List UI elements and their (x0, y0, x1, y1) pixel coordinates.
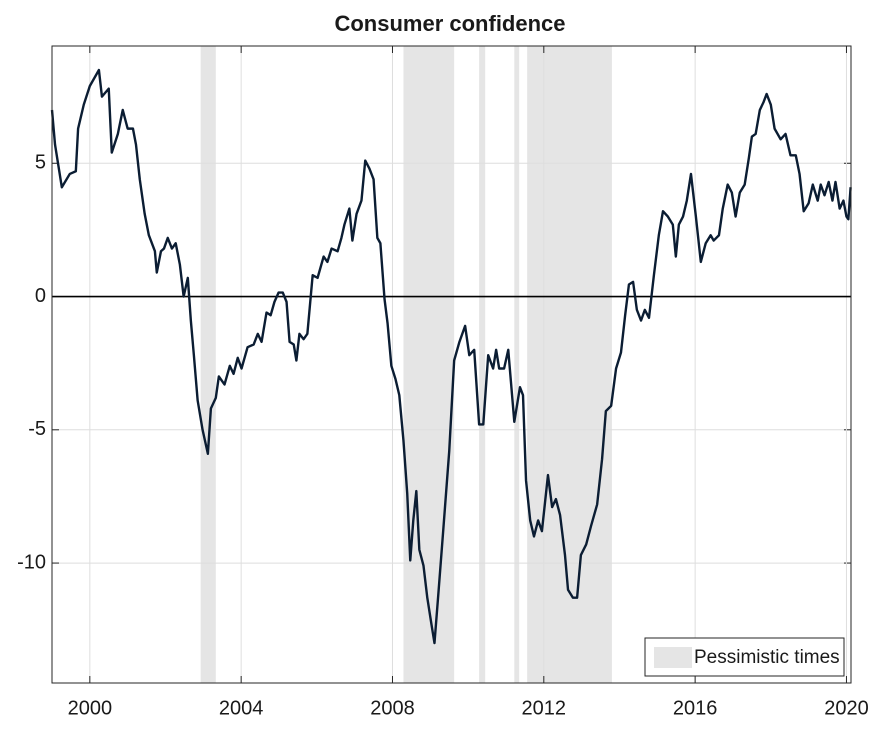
chart-title: Consumer confidence (334, 11, 565, 36)
shaded-region (200, 46, 216, 683)
series-line (50, 68, 852, 645)
x-tick-label: 2016 (673, 697, 718, 719)
shaded-region (403, 46, 455, 683)
x-tick-label: 2004 (219, 697, 264, 719)
y-tick-label: -5 (28, 418, 46, 440)
x-tick-label: 2000 (68, 697, 113, 719)
y-tick-label: 5 (35, 152, 46, 174)
legend-swatch (654, 647, 692, 668)
x-tick-label: 2020 (824, 697, 869, 719)
legend-label: Pessimistic times (694, 647, 840, 668)
x-tick-label: 2012 (522, 697, 567, 719)
shaded-region (527, 46, 612, 683)
axes-box (51, 45, 852, 684)
shaded-region (479, 46, 486, 683)
x-tick-label: 2008 (370, 697, 415, 719)
y-tick-label: -10 (17, 551, 46, 573)
y-tick-label: 0 (35, 285, 46, 307)
shaded-region (514, 46, 520, 683)
